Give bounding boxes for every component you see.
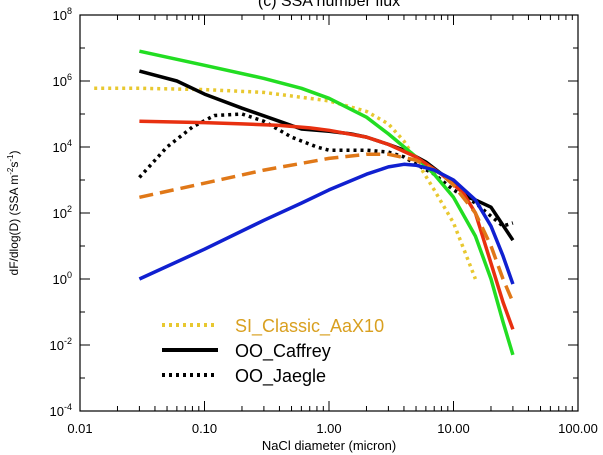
svg-text:dF/dlog(D) (SSA m-2s-1): dF/dlog(D) (SSA m-2s-1) bbox=[6, 151, 21, 276]
legend: SI_Classic_AaX10 OO_Caffrey OO_Jaegle bbox=[162, 316, 384, 387]
y-tick-label: 108 bbox=[53, 6, 72, 23]
y-tick-label: 10-2 bbox=[50, 336, 72, 353]
x-tick-label: 0.10 bbox=[192, 421, 217, 436]
series-line-unlabeled-6 bbox=[138, 162, 515, 285]
x-tick-label: 0.01 bbox=[67, 421, 92, 436]
y-tick-label: 106 bbox=[53, 72, 72, 89]
y-tick-label: 102 bbox=[53, 204, 72, 221]
plot-lines bbox=[94, 49, 515, 356]
x-tick-label: 100.00 bbox=[558, 421, 598, 436]
axis-ticks: 0.01 0.10 1.00 10.00 100.00 10-4 10-2 100 102 104… bbox=[50, 6, 598, 436]
chart-title: (c) SSA number flux bbox=[258, 0, 400, 10]
x-axis-label: NaCl diameter (micron) bbox=[262, 438, 396, 453]
y-axis-label: dF/dlog(D) (SSA m-2s-1) bbox=[6, 151, 21, 276]
y-tick-label: 100 bbox=[53, 270, 72, 287]
legend-label: OO_Caffrey bbox=[235, 341, 331, 362]
series-line-unlabeled-5 bbox=[139, 152, 515, 303]
y-tick-label: 10-4 bbox=[50, 402, 72, 419]
plot-frame bbox=[79, 14, 579, 412]
series-line-unlabeled-3 bbox=[139, 49, 515, 356]
y-tick-label: 104 bbox=[53, 138, 72, 155]
legend-label: OO_Jaegle bbox=[235, 366, 326, 387]
series-line-si-classic-aax10 bbox=[94, 86, 478, 280]
legend-label: SI_Classic_AaX10 bbox=[235, 316, 384, 337]
x-tick-label: 10.00 bbox=[437, 421, 470, 436]
x-tick-label: 1.00 bbox=[316, 421, 341, 436]
series-line-unlabeled-4 bbox=[139, 119, 515, 330]
